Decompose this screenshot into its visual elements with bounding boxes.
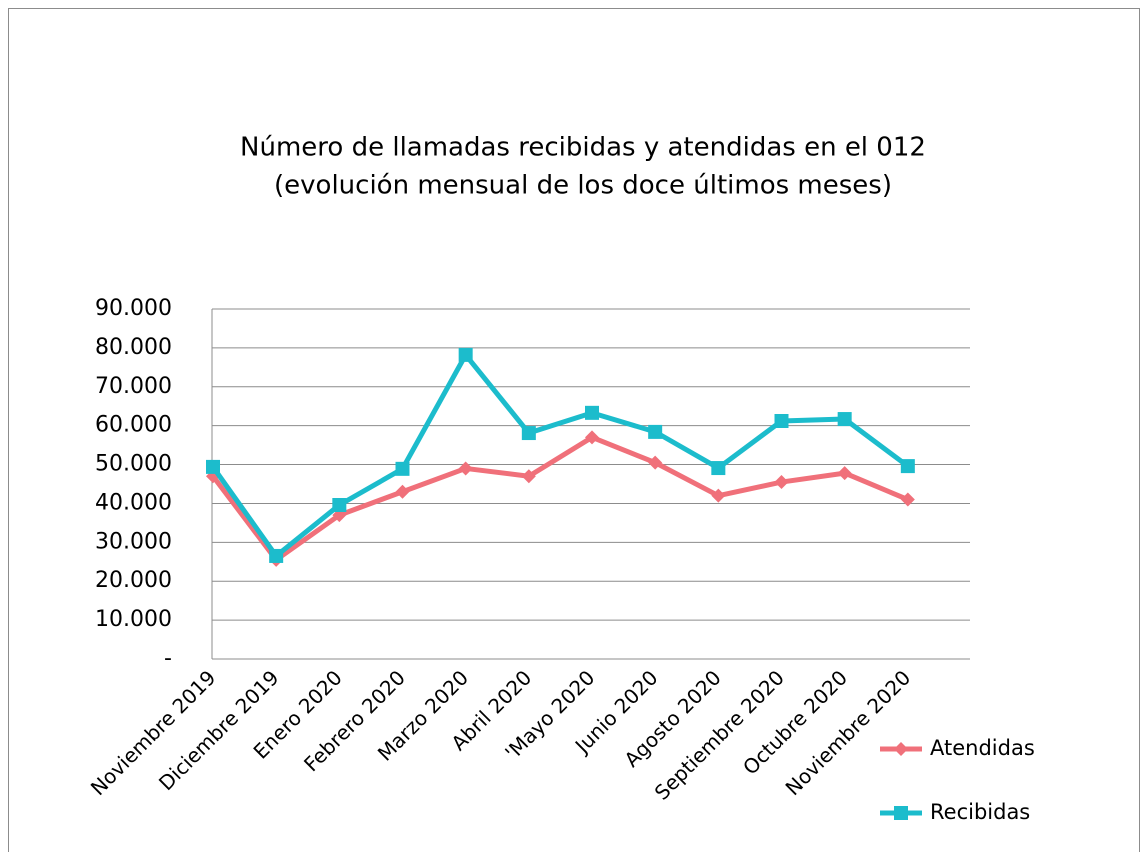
- data-point: [332, 498, 347, 512]
- data-point: [458, 461, 473, 476]
- series-line: [211, 434, 909, 563]
- data-point: [521, 426, 536, 441]
- data-point: [774, 414, 789, 428]
- data-point: [648, 455, 663, 470]
- data-point: [774, 475, 789, 490]
- data-point: [900, 492, 915, 507]
- series-line: [210, 352, 910, 559]
- chart-title: Número de llamadas recibidas y atendidas…: [240, 133, 926, 163]
- data-point: [269, 548, 284, 563]
- y-tick-label: 50.000: [95, 452, 172, 477]
- y-tick-label: 80.000: [95, 335, 172, 360]
- data-point: [648, 424, 663, 439]
- chart-border: [8, 8, 1140, 852]
- y-tick-label: 30.000: [95, 529, 172, 554]
- data-point: [711, 461, 726, 476]
- data-point: [458, 347, 473, 362]
- data-point: [585, 405, 599, 420]
- data-point: [837, 412, 852, 427]
- legend-label: Atendidas: [930, 736, 1035, 760]
- data-point: [395, 484, 410, 499]
- y-tick-label: 40.000: [95, 490, 172, 515]
- legend-marker: [894, 806, 908, 820]
- y-tick-label: 20.000: [95, 568, 172, 593]
- data-point: [521, 469, 536, 484]
- y-tick-label: 60.000: [95, 413, 172, 438]
- y-tick-label: 90.000: [95, 296, 172, 321]
- data-point: [711, 488, 726, 503]
- chart-subtitle: (evolución mensual de los doce últimos m…: [274, 171, 892, 201]
- data-point: [837, 466, 852, 481]
- data-point: [585, 430, 599, 445]
- data-point: [900, 459, 915, 474]
- legend-label: Recibidas: [930, 800, 1030, 824]
- y-tick-label: 10.000: [95, 607, 172, 632]
- y-tick-label: 70.000: [95, 374, 172, 399]
- legend-marker: [894, 742, 908, 756]
- data-point: [395, 461, 410, 476]
- data-point: [206, 459, 220, 474]
- y-tick-label: -: [164, 646, 172, 671]
